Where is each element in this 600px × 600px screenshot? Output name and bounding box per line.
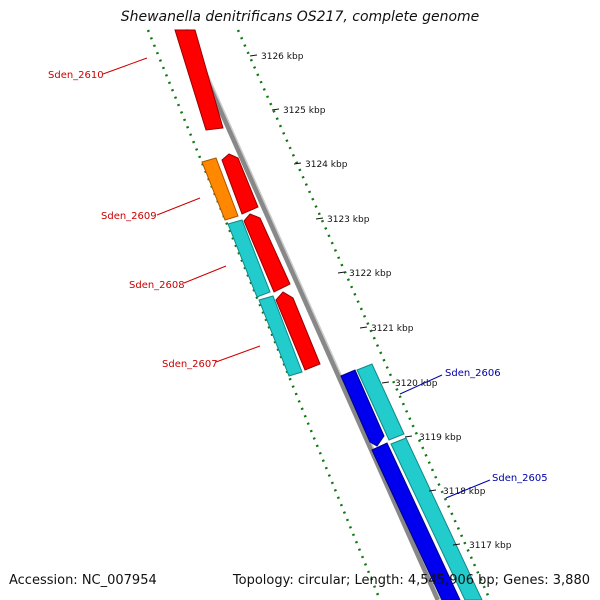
tick-label: 3122 kbp (349, 269, 392, 279)
gene-label-sden-2610: Sden_2610 (48, 70, 104, 81)
label-connector (445, 479, 491, 499)
cds-sden-2605-cog (390, 437, 483, 600)
cds-sden-2607-red (275, 291, 321, 371)
label-connector (183, 265, 227, 284)
cds-sden-2606 (340, 369, 385, 447)
cds-sden-2608-cog (227, 219, 271, 298)
gene-label-sden-2609: Sden_2609 (101, 211, 157, 222)
label-connector (215, 345, 261, 363)
cds-sden-2608-red (243, 213, 291, 293)
tick-label: 3126 kbp (261, 52, 304, 62)
tick-label: 3117 kbp (469, 541, 512, 551)
gene-label-sden-2608: Sden_2608 (129, 280, 185, 291)
gc-dotted-track-outer (146, 29, 382, 600)
cds-sden-2605 (371, 442, 461, 600)
tick-label: 3120 kbp (395, 379, 438, 389)
summary-text: Topology: circular; Length: 4,545,906 bp… (232, 573, 590, 588)
label-connector (102, 57, 148, 75)
tick-label: 3119 kbp (419, 433, 462, 443)
label-connector (156, 197, 201, 216)
cds-sden-2606-cog (356, 363, 405, 441)
cds-sden-2607-cog (258, 295, 303, 377)
label-connector (399, 374, 443, 395)
accession-text: Accession: NC_007954 (9, 573, 157, 588)
tick-label: 3121 kbp (371, 324, 414, 334)
backbone-line (182, 28, 441, 600)
tick-label: 3118 kbp (443, 487, 486, 497)
gene-label-sden-2605: Sden_2605 (492, 473, 548, 484)
gene-label-sden-2607: Sden_2607 (162, 359, 218, 370)
tick-label: 3125 kbp (283, 106, 326, 116)
map-title: Shewanella denitrificans OS217, complete… (120, 9, 480, 25)
tick-label: 3123 kbp (327, 215, 370, 225)
cds-sden-2609-red (221, 153, 259, 215)
cds-sden-2610 (174, 29, 224, 131)
tick-marks (249, 54, 461, 546)
cds-sden-2609-cog (201, 157, 239, 221)
gene-label-sden-2606: Sden_2606 (445, 368, 501, 379)
tick-label: 3124 kbp (305, 160, 348, 170)
